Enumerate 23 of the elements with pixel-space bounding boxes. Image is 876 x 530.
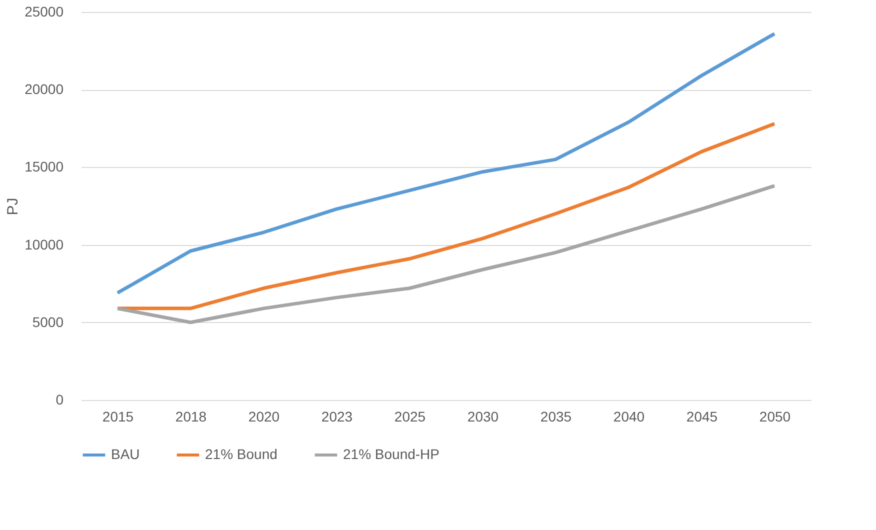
x-tick-label: 2035 bbox=[540, 408, 572, 424]
legend-label: 21% Bound bbox=[205, 446, 278, 462]
y-tick-label: 5000 bbox=[32, 314, 64, 330]
y-tick-label: 10000 bbox=[24, 236, 64, 252]
x-tick-label: 2020 bbox=[248, 408, 280, 424]
y-tick-label: 0 bbox=[56, 392, 64, 408]
x-tick-label: 2018 bbox=[175, 408, 207, 424]
x-tick-label: 2030 bbox=[467, 408, 499, 424]
y-axis-title: PJ bbox=[4, 198, 22, 216]
x-tick-label: 2025 bbox=[394, 408, 426, 424]
y-tick-label: 20000 bbox=[24, 81, 64, 98]
line-series bbox=[116, 184, 776, 324]
y-tick-label: 15000 bbox=[24, 158, 64, 175]
line-series bbox=[116, 122, 776, 310]
y-tick-label: 25000 bbox=[24, 4, 64, 20]
x-tick-label: 2045 bbox=[686, 408, 718, 424]
x-tick-label: 2023 bbox=[321, 408, 353, 424]
legend-label: BAU bbox=[111, 446, 140, 462]
x-tick-label: 2015 bbox=[102, 408, 134, 424]
x-tick-label: 2040 bbox=[613, 408, 645, 424]
legend-label: 21% Bound-HP bbox=[343, 446, 440, 462]
line-series bbox=[116, 32, 776, 295]
x-tick-label: 2050 bbox=[759, 408, 791, 424]
